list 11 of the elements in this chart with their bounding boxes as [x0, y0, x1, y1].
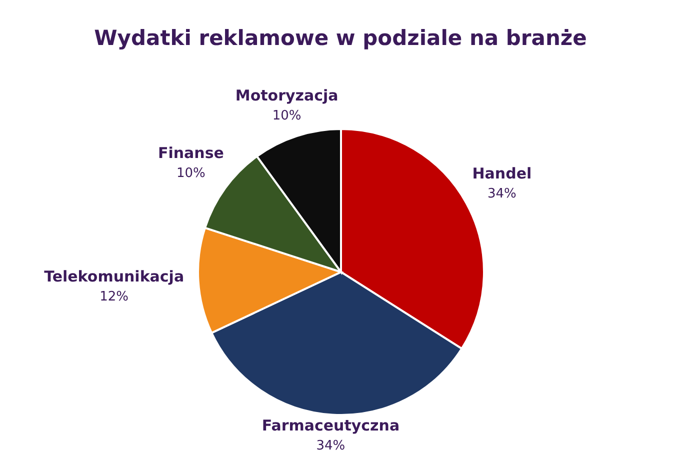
chart-title: Wydatki reklamowe w podziale na branże: [94, 26, 587, 50]
data-label: 10%: [176, 166, 206, 181]
data-label: 10%: [272, 108, 302, 124]
data-label: 12%: [100, 289, 129, 304]
slice-label: Finanse: [158, 144, 224, 162]
data-label: 34%: [316, 438, 346, 454]
data-label: 34%: [487, 186, 516, 202]
slice-label: Telekomunikacja: [44, 267, 184, 286]
slice-label: Motoryzacja: [235, 86, 338, 104]
slice-label: Handel: [472, 164, 532, 183]
slice-label: Farmaceutyczna: [262, 416, 400, 435]
